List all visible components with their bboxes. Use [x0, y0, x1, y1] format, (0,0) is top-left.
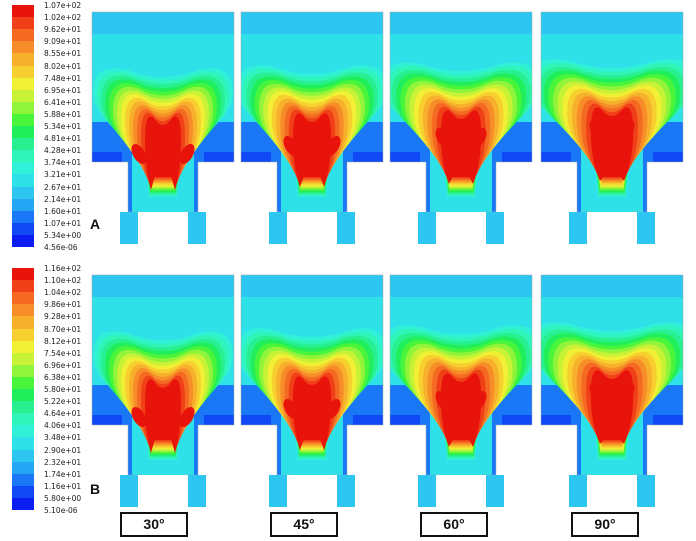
legend-swatch — [12, 485, 34, 499]
legend-tick-label: 5.10e-06 — [44, 506, 78, 515]
contour-panel — [389, 11, 533, 244]
legend-tick-label: 3.48e+01 — [44, 433, 82, 443]
legend-tick-label: 2.67e+01 — [44, 182, 82, 192]
legend-swatch — [12, 389, 34, 402]
legend-tick-label: 2.32e+01 — [44, 457, 82, 467]
legend-tick-label: 4.56e-06 — [44, 243, 78, 252]
legend-swatch — [12, 449, 34, 463]
legend-swatch — [12, 437, 34, 450]
legend-tick-label: 9.28e+01 — [44, 312, 82, 322]
panel-label-a: A — [90, 216, 101, 232]
legend-tick-label: 7.54e+01 — [44, 348, 82, 358]
legend-tick-label: 5.34e+00 — [44, 230, 82, 240]
legend-tick-label: 2.14e+01 — [44, 194, 82, 204]
legend-tick-label: 5.80e+00 — [44, 493, 82, 503]
contour-panel — [389, 274, 533, 507]
legend-tick-label: 6.38e+01 — [44, 372, 82, 382]
legend-swatch — [12, 473, 34, 487]
legend-tick-label: 6.41e+01 — [44, 97, 82, 107]
legend-tick-label: 7.48e+01 — [44, 73, 82, 83]
legend-tick-label: 1.74e+01 — [44, 469, 82, 479]
legend-swatch — [12, 126, 34, 139]
legend-swatch — [12, 198, 34, 212]
legend-tick-label: 8.70e+01 — [44, 324, 82, 334]
contour-panel — [240, 11, 384, 244]
legend-tick-label: 2.90e+01 — [44, 445, 82, 455]
contour-panel — [540, 274, 684, 507]
legend-tick-label: 1.10e+02 — [44, 276, 82, 286]
legend-tick-label: 9.09e+01 — [44, 37, 82, 47]
legend-tick-label: 4.28e+01 — [44, 146, 82, 156]
legend-tick-label: 1.16e+02 — [44, 264, 82, 273]
contour-panel — [540, 11, 684, 244]
legend-swatch — [12, 401, 34, 414]
legend-swatch — [12, 5, 34, 18]
legend-swatch — [12, 340, 34, 354]
legend-swatch — [12, 352, 34, 366]
legend-swatch — [12, 17, 34, 30]
legend-tick-label: 8.12e+01 — [44, 336, 82, 346]
legend-tick-label: 4.06e+01 — [44, 421, 82, 431]
legend-swatch — [12, 222, 34, 236]
legend-tick-label: 8.55e+01 — [44, 49, 82, 59]
legend-tick-label: 5.34e+01 — [44, 122, 82, 131]
legend-swatch — [12, 89, 34, 103]
legend-swatch — [12, 497, 34, 511]
legend-tick-label: 3.21e+01 — [44, 170, 82, 180]
angle-label-90: 90° — [571, 512, 639, 537]
panel-label-b: B — [90, 481, 101, 497]
legend-swatch — [12, 292, 34, 305]
legend-tick-label: 1.60e+01 — [44, 206, 82, 216]
legend-swatch — [12, 53, 34, 66]
legend-swatch — [12, 268, 34, 281]
legend-tick-label: 4.81e+01 — [44, 134, 82, 144]
legend-tick-label: 1.07e+02 — [44, 1, 82, 10]
legend-swatch — [12, 162, 34, 175]
angle-label-45: 45° — [270, 512, 338, 537]
legend-swatch — [12, 101, 34, 115]
legend-swatch — [12, 425, 34, 438]
legend-swatch — [12, 77, 34, 91]
legend-tick-label: 8.02e+01 — [44, 61, 82, 71]
legend-tick-label: 1.04e+02 — [44, 288, 82, 298]
legend-swatch — [12, 113, 34, 127]
legend-swatch — [12, 280, 34, 293]
legend-tick-label: 1.07e+01 — [44, 218, 82, 228]
legend-tick-label: 1.02e+02 — [44, 13, 82, 23]
legend-swatch — [12, 186, 34, 200]
legend-tick-label: 6.96e+01 — [44, 360, 82, 370]
legend-tick-label: 9.86e+01 — [44, 300, 82, 310]
legend-swatch — [12, 41, 34, 54]
legend-swatch — [12, 210, 34, 224]
legend-tick-label: 4.64e+01 — [44, 409, 82, 419]
legend-swatch — [12, 174, 34, 187]
legend-tick-label: 3.74e+01 — [44, 158, 82, 168]
legend-swatch — [12, 316, 34, 329]
legend-swatch — [12, 150, 34, 163]
contour-panel — [240, 274, 384, 507]
legend-tick-label: 5.22e+01 — [44, 397, 82, 407]
angle-label-60: 60° — [420, 512, 488, 537]
legend-swatch — [12, 138, 34, 151]
legend-tick-label: 5.80e+01 — [44, 385, 82, 394]
legend-swatch — [12, 376, 34, 390]
legend-tick-label: 6.95e+01 — [44, 85, 82, 95]
legend-tick-label: 9.62e+01 — [44, 25, 82, 35]
legend-swatch — [12, 29, 34, 42]
legend-tick-label: 5.88e+01 — [44, 109, 82, 119]
angle-label-30: 30° — [120, 512, 188, 537]
legend-swatch — [12, 364, 34, 378]
contour-panel — [91, 274, 235, 507]
legend-swatch — [12, 234, 34, 248]
legend-swatch — [12, 461, 34, 475]
legend-tick-label: 1.16e+01 — [44, 481, 82, 491]
legend-swatch — [12, 304, 34, 317]
contour-panel — [91, 11, 235, 244]
legend-swatch — [12, 413, 34, 426]
legend-swatch — [12, 65, 34, 79]
legend-swatch — [12, 328, 34, 342]
